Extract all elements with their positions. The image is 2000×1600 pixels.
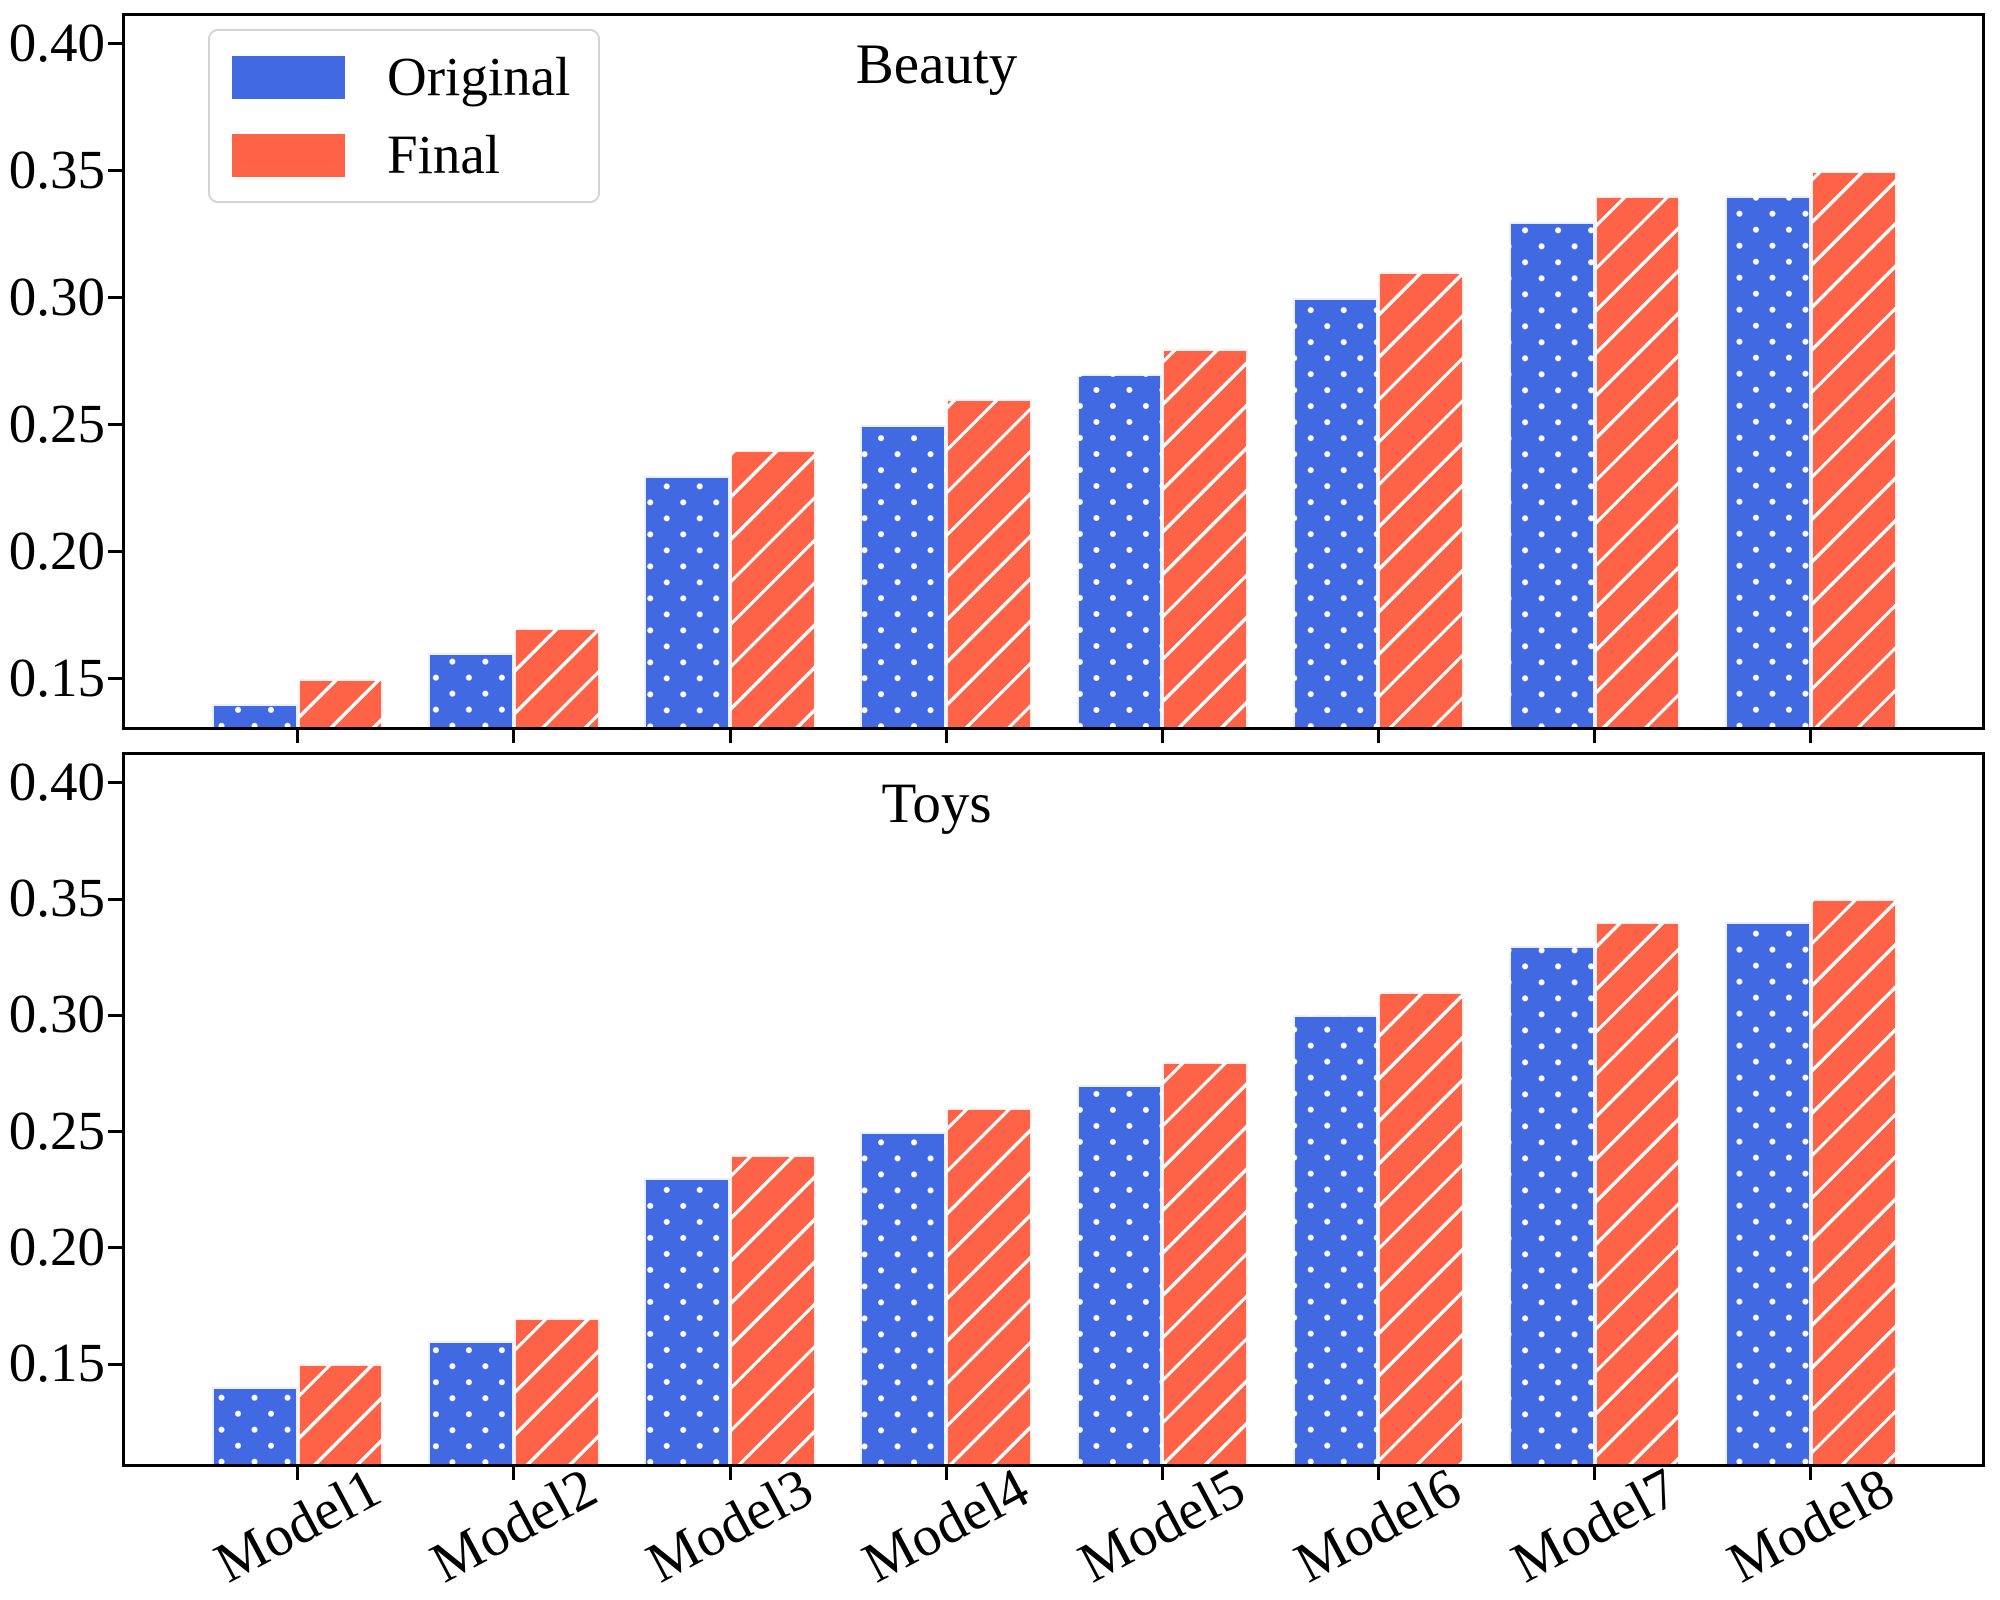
legend-swatch-original [232, 55, 345, 99]
y-tick-label: 0.40 [8, 11, 105, 73]
y-tick-label: 0.25 [8, 1099, 105, 1161]
y-tick-label: 0.35 [8, 138, 105, 200]
y-tick-label: 0.35 [8, 867, 105, 929]
y-tick-mark [108, 677, 122, 681]
y-tick-label: 0.30 [8, 265, 105, 327]
legend-label-final: Final [387, 124, 501, 185]
bar-original-model4 [860, 1131, 947, 1464]
y-tick-mark [108, 1013, 122, 1017]
x-tick-mark [296, 730, 300, 743]
legend-item-original: Original [232, 46, 570, 108]
subplot-beauty-plot-area: Beauty Original Final 0.15 0.20 0.25 0.30 0.… [9, 12, 1985, 743]
y-tick-mark [108, 169, 122, 173]
y-tick-mark [108, 1130, 122, 1134]
legend: Original Final [208, 29, 601, 203]
y-tick-label: 0.40 [8, 750, 105, 812]
x-tick-mark [296, 1467, 300, 1480]
bar-final-model4 [946, 1108, 1032, 1464]
bar-original-model1 [211, 1387, 298, 1464]
y-tick-mark [108, 42, 122, 46]
y-tick-mark [108, 1362, 122, 1366]
bar-final-model3 [730, 1154, 816, 1464]
bar-final-model1 [297, 1364, 384, 1464]
y-tick-mark [108, 423, 122, 427]
bar-final-model8 [1810, 170, 1897, 727]
bar-final-model3 [730, 450, 816, 727]
legend-item-final: Final [232, 124, 570, 186]
legend-swatch-final [232, 133, 345, 177]
y-tick-label: 0.15 [8, 1332, 105, 1394]
y-tick-label: 0.30 [8, 983, 105, 1045]
y-tick-mark [108, 1246, 122, 1250]
bar-original-model7 [1508, 221, 1595, 727]
bar-original-model6 [1292, 297, 1379, 727]
x-tick-mark [944, 1467, 948, 1480]
y-tick-label: 0.20 [8, 519, 105, 581]
bar-final-model5 [1162, 348, 1249, 727]
x-tick-mark [1593, 1467, 1597, 1480]
x-tick-mark [512, 730, 516, 743]
bar-final-model6 [1378, 992, 1465, 1464]
y-tick-label: 0.25 [8, 392, 105, 454]
x-tick-mark [1593, 730, 1597, 743]
bar-original-model3 [644, 475, 730, 727]
y-tick-mark [108, 550, 122, 554]
bar-original-model8 [1725, 922, 1811, 1464]
x-tick-mark [1809, 730, 1813, 743]
bar-original-model6 [1292, 1015, 1379, 1464]
bar-final-model4 [946, 399, 1032, 727]
y-tick-mark [108, 296, 122, 300]
subplot-toys-plot-area: Toys 0.15 0.20 0.25 0.30 0.35 0.40 Model1 Model… [9, 751, 1985, 1595]
bar-original-model8 [1725, 196, 1811, 727]
bar-final-model2 [513, 1317, 600, 1464]
bar-final-model7 [1594, 922, 1681, 1464]
x-tick-mark [1376, 730, 1380, 743]
bar-final-model5 [1162, 1061, 1249, 1464]
bar-original-model2 [428, 653, 514, 727]
y-tick-mark [108, 781, 122, 785]
bar-final-model7 [1594, 196, 1681, 727]
bar-original-model5 [1076, 1085, 1163, 1464]
subplot-toys-title: Toys [881, 772, 992, 835]
y-tick-label: 0.20 [8, 1215, 105, 1277]
bar-final-model1 [297, 678, 384, 727]
x-tick-mark [1376, 1467, 1380, 1480]
x-tick-mark [1160, 1467, 1164, 1480]
x-tick-mark [728, 730, 732, 743]
bar-original-model7 [1508, 945, 1595, 1464]
x-tick-mark [512, 1467, 516, 1480]
x-tick-mark [1160, 730, 1164, 743]
bar-original-model5 [1076, 374, 1163, 727]
x-tick-mark [1809, 1467, 1813, 1480]
legend-label-original: Original [387, 46, 571, 107]
y-tick-label: 0.15 [8, 646, 105, 708]
bar-original-model4 [860, 424, 947, 727]
y-tick-mark [108, 897, 122, 901]
bar-final-model6 [1378, 272, 1465, 727]
bar-original-model1 [211, 704, 298, 727]
bar-original-model3 [644, 1178, 730, 1464]
bar-final-model2 [513, 627, 600, 727]
x-tick-mark [728, 1467, 732, 1480]
bar-original-model2 [428, 1340, 514, 1464]
bar-final-model8 [1810, 899, 1897, 1464]
subplot-beauty-title: Beauty [855, 33, 1018, 96]
x-tick-mark [944, 730, 948, 743]
